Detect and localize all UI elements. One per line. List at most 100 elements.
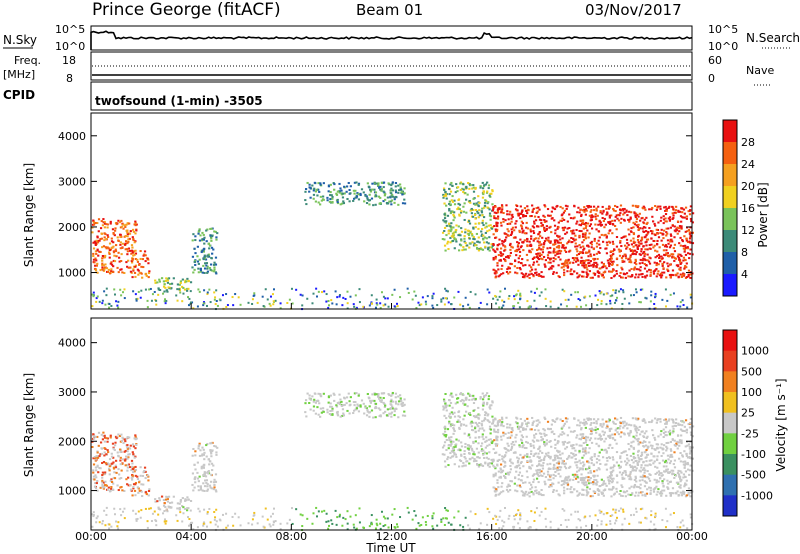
power-echo-cell [535, 225, 539, 228]
velocity-echo-cell [94, 435, 97, 438]
power-echo-cell [117, 271, 120, 274]
velocity-echo-cell [386, 408, 389, 411]
power-echo-cell [559, 241, 563, 244]
velocity-echo-cell [493, 487, 497, 490]
power-echo-cell [379, 185, 382, 188]
power-echo-cell [210, 246, 214, 249]
power-echo-cell [444, 214, 447, 217]
velocity-echo-cell [529, 428, 532, 431]
power-echo-cell [662, 267, 665, 270]
velocity-echo-cell [587, 419, 590, 422]
power-echo-cell [445, 224, 448, 227]
velocity-echo-cell [482, 401, 485, 404]
velocity-echo-cell [95, 476, 98, 479]
power-echo-cell [634, 276, 637, 279]
power-echo-cell [562, 211, 566, 214]
velocity-echo-cell [91, 440, 94, 443]
power-echo-cell [609, 229, 612, 232]
power-echo-cell [538, 240, 541, 243]
velocity-echo-cell [443, 406, 446, 409]
velocity-echo-cell [566, 417, 569, 420]
power-echo-cell [508, 244, 512, 247]
power-echo-cell [341, 304, 344, 307]
power-echo-cell [345, 190, 348, 193]
power-echo-cell [543, 240, 547, 243]
power-echo-cell [591, 276, 594, 279]
velocity-echo-cell [625, 463, 628, 466]
velocity-echo-cell [199, 485, 202, 488]
velocity-echo-cell [574, 458, 577, 461]
power-echo-cell [509, 242, 512, 245]
velocity-echo-cell [132, 454, 135, 457]
velocity-echo-cell [124, 440, 127, 443]
velocity-echo-cell [576, 466, 579, 469]
power-echo-cell [578, 235, 581, 238]
power-echo-cell [314, 190, 318, 193]
power-echo-cell [614, 291, 617, 294]
power-echo-cell [317, 182, 320, 185]
velocity-echo-cell [554, 458, 557, 461]
power-echo-cell [665, 276, 668, 279]
power-echo-cell [543, 215, 546, 218]
power-echo-cell [319, 182, 322, 185]
power-echo-cell [448, 200, 451, 203]
power-echo-cell [323, 290, 326, 293]
power-echo-cell [521, 231, 524, 234]
power-echo-cell [119, 243, 122, 246]
power-echo-cell [611, 262, 614, 265]
power-echo-cell [369, 190, 373, 193]
power-echo-cell [626, 214, 629, 217]
velocity-echo-cell [112, 456, 115, 459]
velocity-echo-cell [164, 498, 168, 501]
velocity-echo-cell [512, 451, 516, 454]
velocity-echo-cell [686, 463, 690, 466]
power-echo-cell [501, 264, 504, 267]
velocity-echo-cell [519, 485, 522, 488]
power-echo-cell [139, 250, 142, 253]
power-echo-cell [600, 273, 603, 276]
velocity-echo-cell [478, 456, 481, 459]
power-echo-cell [107, 268, 110, 271]
power-echo-cell [98, 250, 101, 253]
power-echo-cell [673, 229, 676, 232]
power-echo-cell [593, 237, 596, 240]
power-echo-cell [644, 226, 647, 229]
power-echo-cell [110, 246, 113, 249]
velocity-echo-cell [400, 402, 403, 405]
velocity-echo-cell [665, 465, 668, 468]
power-echo-cell [529, 230, 533, 233]
velocity-echo-cell [636, 464, 640, 467]
power-echo-cell [204, 255, 207, 258]
velocity-echo-cell [649, 474, 652, 477]
power-echo-cell [491, 226, 494, 229]
power-echo-cell [592, 257, 595, 260]
velocity-echo-cell [573, 454, 576, 457]
power-echo-cell [540, 219, 543, 222]
power-echo-cell [605, 252, 609, 255]
power-echo-cell [597, 223, 600, 226]
power-echo-cell [644, 276, 647, 279]
velocity-echo-cell [454, 445, 457, 448]
velocity-echo-cell [552, 467, 555, 470]
power-echo-cell [112, 241, 115, 244]
power-echo-cell [585, 225, 588, 228]
power-echo-cell [652, 220, 655, 223]
power-echo-cell [445, 204, 448, 207]
velocity-echo-cell [639, 441, 642, 444]
velocity-echo-cell [587, 471, 590, 474]
power-echo-cell [122, 291, 125, 294]
power-echo-cell [528, 240, 531, 243]
power-echo-cell [668, 273, 672, 276]
velocity-echo-cell [608, 475, 611, 478]
velocity-echo-cell [588, 466, 591, 469]
power-echo-cell [546, 254, 550, 257]
power-echo-cell [685, 276, 688, 279]
velocity-echo-cell [525, 422, 528, 425]
power-echo-cell [375, 298, 378, 301]
velocity-echo-cell [544, 483, 547, 486]
power-echo-cell [660, 276, 663, 279]
velocity-echo-cell [449, 401, 453, 404]
power-echo-cell [134, 240, 137, 243]
power-echo-cell [109, 220, 112, 223]
power-echo-cell [449, 241, 452, 244]
